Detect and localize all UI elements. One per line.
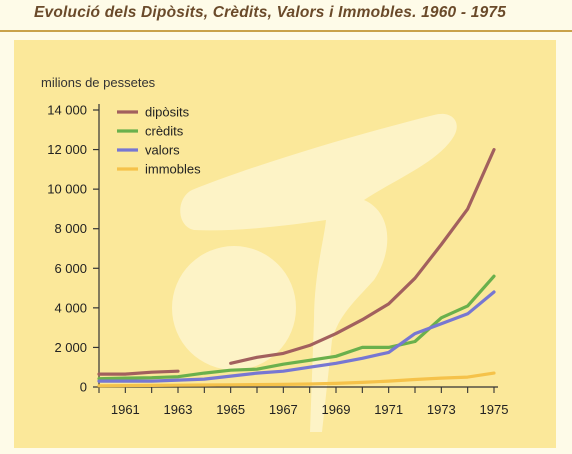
y-tick-label: 6 000 [54, 261, 87, 276]
title-divider [0, 30, 572, 32]
legend-label: dipòsits [145, 105, 190, 120]
x-tick-label: 1973 [427, 402, 456, 417]
series-line-immobles [97, 371, 496, 388]
series-line-dipòsits [97, 369, 180, 376]
series-line-valors [97, 290, 496, 383]
y-tick-label: 0 [80, 380, 87, 395]
x-tick-label: 1965 [216, 402, 245, 417]
y-tick-label: 12 000 [47, 142, 87, 157]
legend-label: valors [145, 143, 180, 158]
series-line-dipòsits [229, 148, 496, 365]
y-tick-label: 8 000 [54, 221, 87, 236]
legend: dipòsits crèdits valors immobles [117, 105, 201, 177]
logo-t-shape [180, 113, 457, 433]
x-tick-label: 1975 [480, 402, 509, 417]
y-axis-label: milions de pessetes [41, 75, 156, 90]
series-lines [97, 148, 496, 388]
background-logo [172, 113, 457, 433]
legend-label: immobles [145, 162, 201, 177]
y-tick-label: 14 000 [47, 103, 87, 118]
y-tick-label: 2 000 [54, 340, 87, 355]
x-tick-label: 1967 [269, 402, 298, 417]
page-title: Evolució dels Dipòsits, Crèdits, Valors … [34, 4, 507, 21]
x-tick-label: 1969 [322, 402, 351, 417]
y-tick-label: 10 000 [47, 182, 87, 197]
x-tick-label: 1971 [374, 402, 403, 417]
ticks: 0 2 000 4 000 6 000 8 000 10 000 12 000 14 000 1… [47, 103, 508, 418]
logo-circle [172, 246, 296, 370]
x-tick-label: 1963 [164, 402, 193, 417]
y-tick-label: 4 000 [54, 300, 87, 315]
chart-panel: milions de pessetes 0 2 000 4 000 6 000 8 00… [14, 40, 556, 448]
legend-label: crèdits [145, 124, 184, 139]
axes [98, 104, 498, 388]
line-chart: milions de pessetes 0 2 000 4 000 6 000 8 00… [41, 75, 508, 433]
x-tick-label: 1961 [111, 402, 140, 417]
